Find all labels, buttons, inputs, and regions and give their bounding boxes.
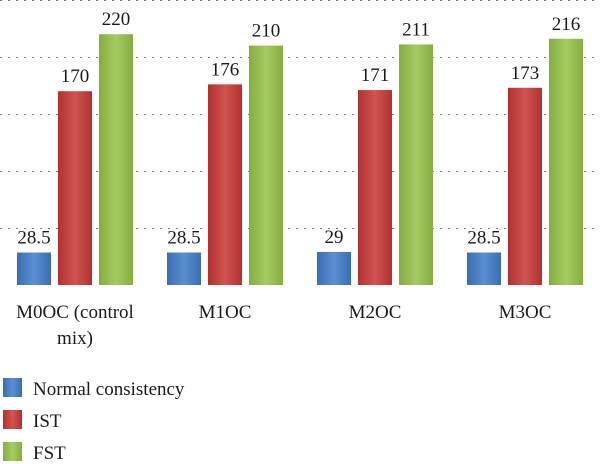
legend: Normal consistency IST FST [3,378,185,464]
data-label-1-2: 210 [252,21,281,42]
legend-swatch-2 [3,442,22,461]
x-tick-label-0: mix) [57,328,93,349]
bar-2-2 [399,44,433,286]
legend-swatch-1 [3,410,22,429]
legend-label-2: FST [33,443,66,464]
bar-1-0 [167,252,201,285]
data-label-0-1: 170 [61,66,90,87]
bar-2-1 [358,90,392,285]
bar-3-1 [508,87,542,285]
bars [17,34,583,286]
x-tick-label-3: M3OC [499,302,552,323]
data-label-3-1: 173 [511,63,540,84]
data-label-0-2: 220 [102,9,131,30]
data-label-3-0: 28.5 [467,228,500,249]
bar-2-0 [317,251,351,285]
bar-3-2 [549,38,583,286]
bar-0-2 [99,34,133,286]
legend-swatch-0 [3,378,22,397]
bar-1-1 [208,84,242,285]
bar-3-0 [467,252,501,285]
bar-0-1 [58,91,92,285]
data-label-1-0: 28.5 [167,228,200,249]
data-label-2-0: 29 [325,227,344,248]
data-label-2-1: 171 [361,65,390,86]
legend-label-1: IST [33,411,62,432]
bar-1-2 [249,45,283,285]
data-label-1-1: 176 [211,59,240,80]
x-tick-label-1: M1OC [199,302,252,323]
data-label-2-2: 211 [402,19,430,40]
data-labels: 28.5 170 220 28.5 176 210 29 171 211 28.5 173 216 [17,9,580,248]
bar-0-0 [17,252,51,285]
x-tick-label-0: M0OC (control [16,302,134,323]
data-label-0-0: 28.5 [17,228,50,249]
x-tick-label-2: M2OC [349,302,402,323]
x-axis-tick-labels: M0OC (control mix) M1OC M2OC M3OC [16,302,551,349]
legend-label-0: Normal consistency [33,379,185,400]
data-label-3-2: 216 [552,14,581,35]
